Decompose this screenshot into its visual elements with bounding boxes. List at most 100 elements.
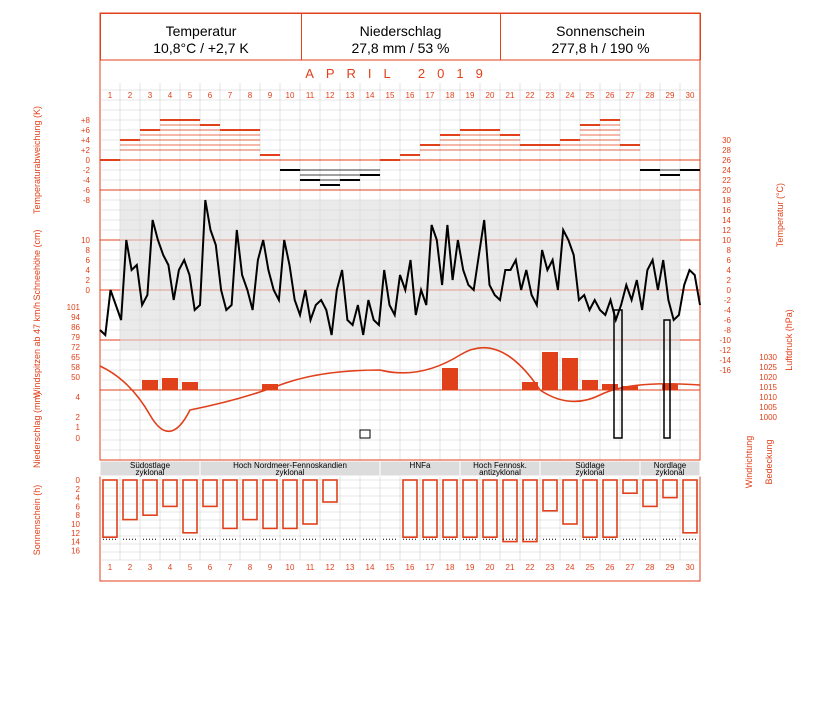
temp-dev-tick: -6 — [83, 186, 91, 195]
temperature-tick: -12 — [719, 346, 731, 355]
wind-tick: 50 — [71, 373, 80, 382]
sunshine-tick: 8 — [76, 511, 81, 520]
day-label-bottom: 27 — [626, 563, 635, 572]
day-label-top: 24 — [566, 91, 575, 100]
pressure-tick: 1010 — [759, 393, 777, 402]
event-bar — [359, 429, 371, 439]
day-label-top: 30 — [686, 91, 695, 100]
temperature-tick: 8 — [727, 246, 732, 255]
precip-bar — [162, 378, 178, 390]
sunshine-bar — [462, 479, 478, 539]
sunshine-bar — [562, 479, 578, 525]
temp-dev-tick: +6 — [81, 126, 91, 135]
sunshine-bar — [642, 479, 658, 508]
sunshine-bar — [582, 479, 598, 539]
day-label-bottom: 20 — [486, 563, 495, 572]
sunshine-bar — [482, 479, 498, 539]
day-label-top: 11 — [306, 91, 315, 100]
day-label-top: 19 — [466, 91, 475, 100]
day-label-top: 3 — [148, 91, 153, 100]
precip-tick: 4 — [76, 393, 81, 402]
weather-type-label: Nordlage — [654, 461, 687, 470]
day-label-top: 26 — [606, 91, 615, 100]
wind-tick: 94 — [71, 313, 80, 322]
weather-type-box — [639, 460, 701, 477]
precip-tick: 2 — [76, 413, 81, 422]
day-label-top: 6 — [208, 91, 213, 100]
sunshine-bar — [622, 479, 638, 494]
day-label-top: 13 — [346, 91, 355, 100]
sunshine-title: Sonnenschein — [556, 23, 645, 39]
weather-type-label: Hoch Nordmeer-Fennoskandien — [233, 461, 347, 470]
temperature-tick: -2 — [724, 296, 732, 305]
day-label-top: 23 — [546, 91, 555, 100]
day-label-bottom: 5 — [188, 563, 193, 572]
precip-bar — [602, 384, 618, 390]
day-label-top: 12 — [326, 91, 335, 100]
temp-dev-axis-label: Temperaturabweichung (K) — [32, 106, 42, 214]
temperature-tick: 20 — [722, 186, 731, 195]
day-label-top: 17 — [426, 91, 435, 100]
weather-type-label: HNFa — [410, 461, 431, 470]
day-label-bottom: 8 — [248, 563, 253, 572]
sunshine-bar — [102, 479, 118, 539]
sunshine-bar — [322, 479, 338, 503]
pressure-tick: 1000 — [759, 413, 777, 422]
day-label-bottom: 3 — [148, 563, 153, 572]
day-label-top: 15 — [386, 91, 395, 100]
sunshine-bar — [522, 479, 538, 543]
day-label-top: 2 — [128, 91, 133, 100]
sunshine-tick: 12 — [71, 529, 80, 538]
header-precipitation: Niederschlag 27,8 mm / 53 % — [301, 13, 501, 60]
day-label-bottom: 25 — [586, 563, 595, 572]
month-label: APRIL 2019 — [305, 66, 495, 81]
sunshine-bar — [302, 479, 318, 525]
sunshine-bar — [122, 479, 138, 521]
temperature-tick: -10 — [719, 336, 731, 345]
temperature-title: Temperatur — [165, 23, 237, 39]
snow-tick: 0 — [86, 286, 91, 295]
day-label-top: 25 — [586, 91, 595, 100]
sunshine-bar — [142, 479, 158, 517]
precip-bar — [442, 368, 458, 390]
wind-tick: 101 — [67, 303, 81, 312]
sunshine-bar — [222, 479, 238, 530]
pressure-axis-label: Luftdruck (hPa) — [784, 309, 794, 371]
temperature-tick: 22 — [722, 176, 731, 185]
sunshine-tick: 4 — [76, 494, 81, 503]
weather-type-sublabel: zyklonal — [656, 468, 685, 477]
wind-axis-label: Windspitzen ab 47 km/h — [32, 302, 42, 398]
snow-tick: 10 — [81, 236, 90, 245]
temperature-tick: -16 — [719, 366, 731, 375]
day-label-bottom: 28 — [646, 563, 655, 572]
day-label-bottom: 26 — [606, 563, 615, 572]
temperature-tick: 18 — [722, 196, 731, 205]
day-label-top: 29 — [666, 91, 675, 100]
snow-tick: 6 — [86, 256, 91, 265]
temperature-axis-label: Temperatur (°C) — [775, 183, 785, 247]
day-label-top: 16 — [406, 91, 415, 100]
day-label-bottom: 7 — [228, 563, 233, 572]
temp-dev-tick: -2 — [83, 166, 91, 175]
day-label-bottom: 24 — [566, 563, 575, 572]
header-temperature: Temperatur 10,8°C / +2,7 K — [100, 13, 302, 60]
precip-axis-label: Niederschlag (mm) — [32, 392, 42, 468]
sunshine-bar — [542, 479, 558, 512]
pressure-tick: 1015 — [759, 383, 777, 392]
weather-type-sublabel: zyklonal — [276, 468, 305, 477]
day-label-top: 1 — [108, 91, 113, 100]
precip-bar — [262, 384, 278, 390]
weather-type-sublabel: zyklonal — [576, 468, 605, 477]
temperature-tick: 24 — [722, 166, 731, 175]
weather-type-label: Südlage — [575, 461, 605, 470]
sunshine-bar — [422, 479, 438, 539]
temp-dev-tick: +4 — [81, 136, 91, 145]
day-label-top: 9 — [268, 91, 273, 100]
temperature-tick: 30 — [722, 136, 731, 145]
precipitation-value: 27,8 mm / 53 % — [351, 40, 450, 56]
day-label-top: 28 — [646, 91, 655, 100]
sunshine-tick: 10 — [71, 520, 80, 529]
day-label-bottom: 1 — [108, 563, 113, 572]
day-label-bottom: 14 — [366, 563, 375, 572]
day-label-bottom: 30 — [686, 563, 695, 572]
